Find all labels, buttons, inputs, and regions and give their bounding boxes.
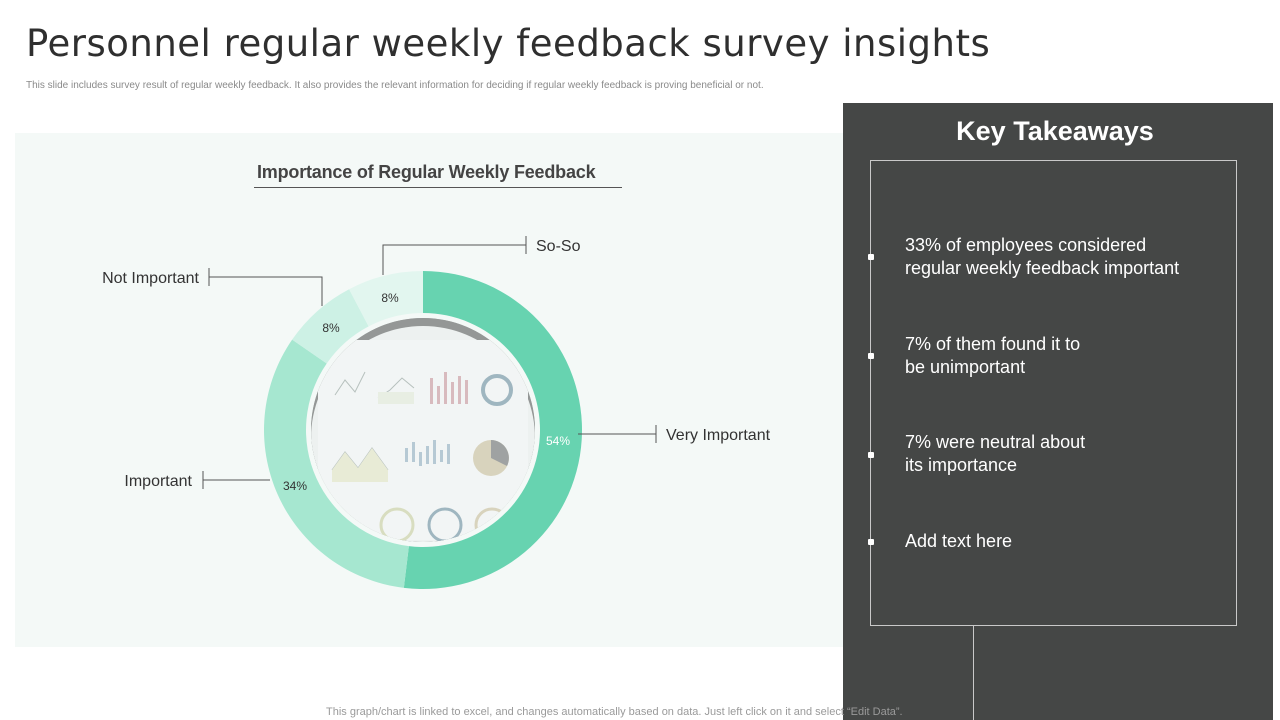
takeaway-item-4-line1: Add text here [905,531,1013,551]
value-label-important: 34% [283,479,307,493]
page-subtitle: This slide includes survey result of reg… [26,80,764,91]
bullet-icon [868,452,874,458]
takeaway-item-2-line2: be unimportant [905,357,1026,377]
bullet-icon [868,254,874,260]
takeaway-item-4: Add text here [905,530,1225,553]
chart-title: Importance of Regular Weekly Feedback [257,162,596,182]
center-dashboard-image [311,318,535,542]
value-label-very-important: 54% [546,434,570,448]
takeaway-item-3-line2: its importance [905,455,1018,475]
value-label-so-so: 8% [381,291,399,305]
takeaway-item-3-line1: 7% were neutral about [905,432,1086,452]
takeaway-item-3: 7% were neutral about its importance [905,431,1225,477]
page-title: Personnel regular weekly feedback survey… [26,22,991,65]
bullet-icon [868,353,874,359]
takeaway-item-1-line2: regular weekly feedback important [905,258,1180,278]
donut-slice-so-so[interactable] [349,271,423,327]
donut-slice-not-important[interactable] [292,289,369,364]
chart-title-underline [254,187,622,188]
leader-lines [202,236,657,489]
key-takeaways-connector [973,626,974,720]
bullet-icon [868,539,874,545]
takeaway-item-2: 7% of them found it to be unimportant [905,333,1225,379]
label-important: Important [124,473,192,490]
takeaway-item-1: 33% of employees considered regular week… [905,234,1225,280]
key-takeaways-box [870,160,1237,626]
key-takeaways-title: Key Takeaways [956,116,1154,146]
label-very-important: Very Important [666,427,771,444]
key-takeaways-panel [843,103,1273,720]
footer-note: This graph/chart is linked to excel, and… [326,706,903,718]
donut-chart[interactable]: So-So Not Important Very Important Impor… [0,0,843,660]
label-not-important: Not Important [102,270,199,287]
donut-slice-very-important[interactable] [403,271,583,589]
takeaway-item-2-line1: 7% of them found it to [905,334,1081,354]
value-label-not-important: 8% [322,321,340,335]
takeaway-item-1-line1: 33% of employees considered [905,235,1147,255]
donut-slice-important[interactable] [264,339,409,588]
label-so-so: So-So [536,238,581,255]
